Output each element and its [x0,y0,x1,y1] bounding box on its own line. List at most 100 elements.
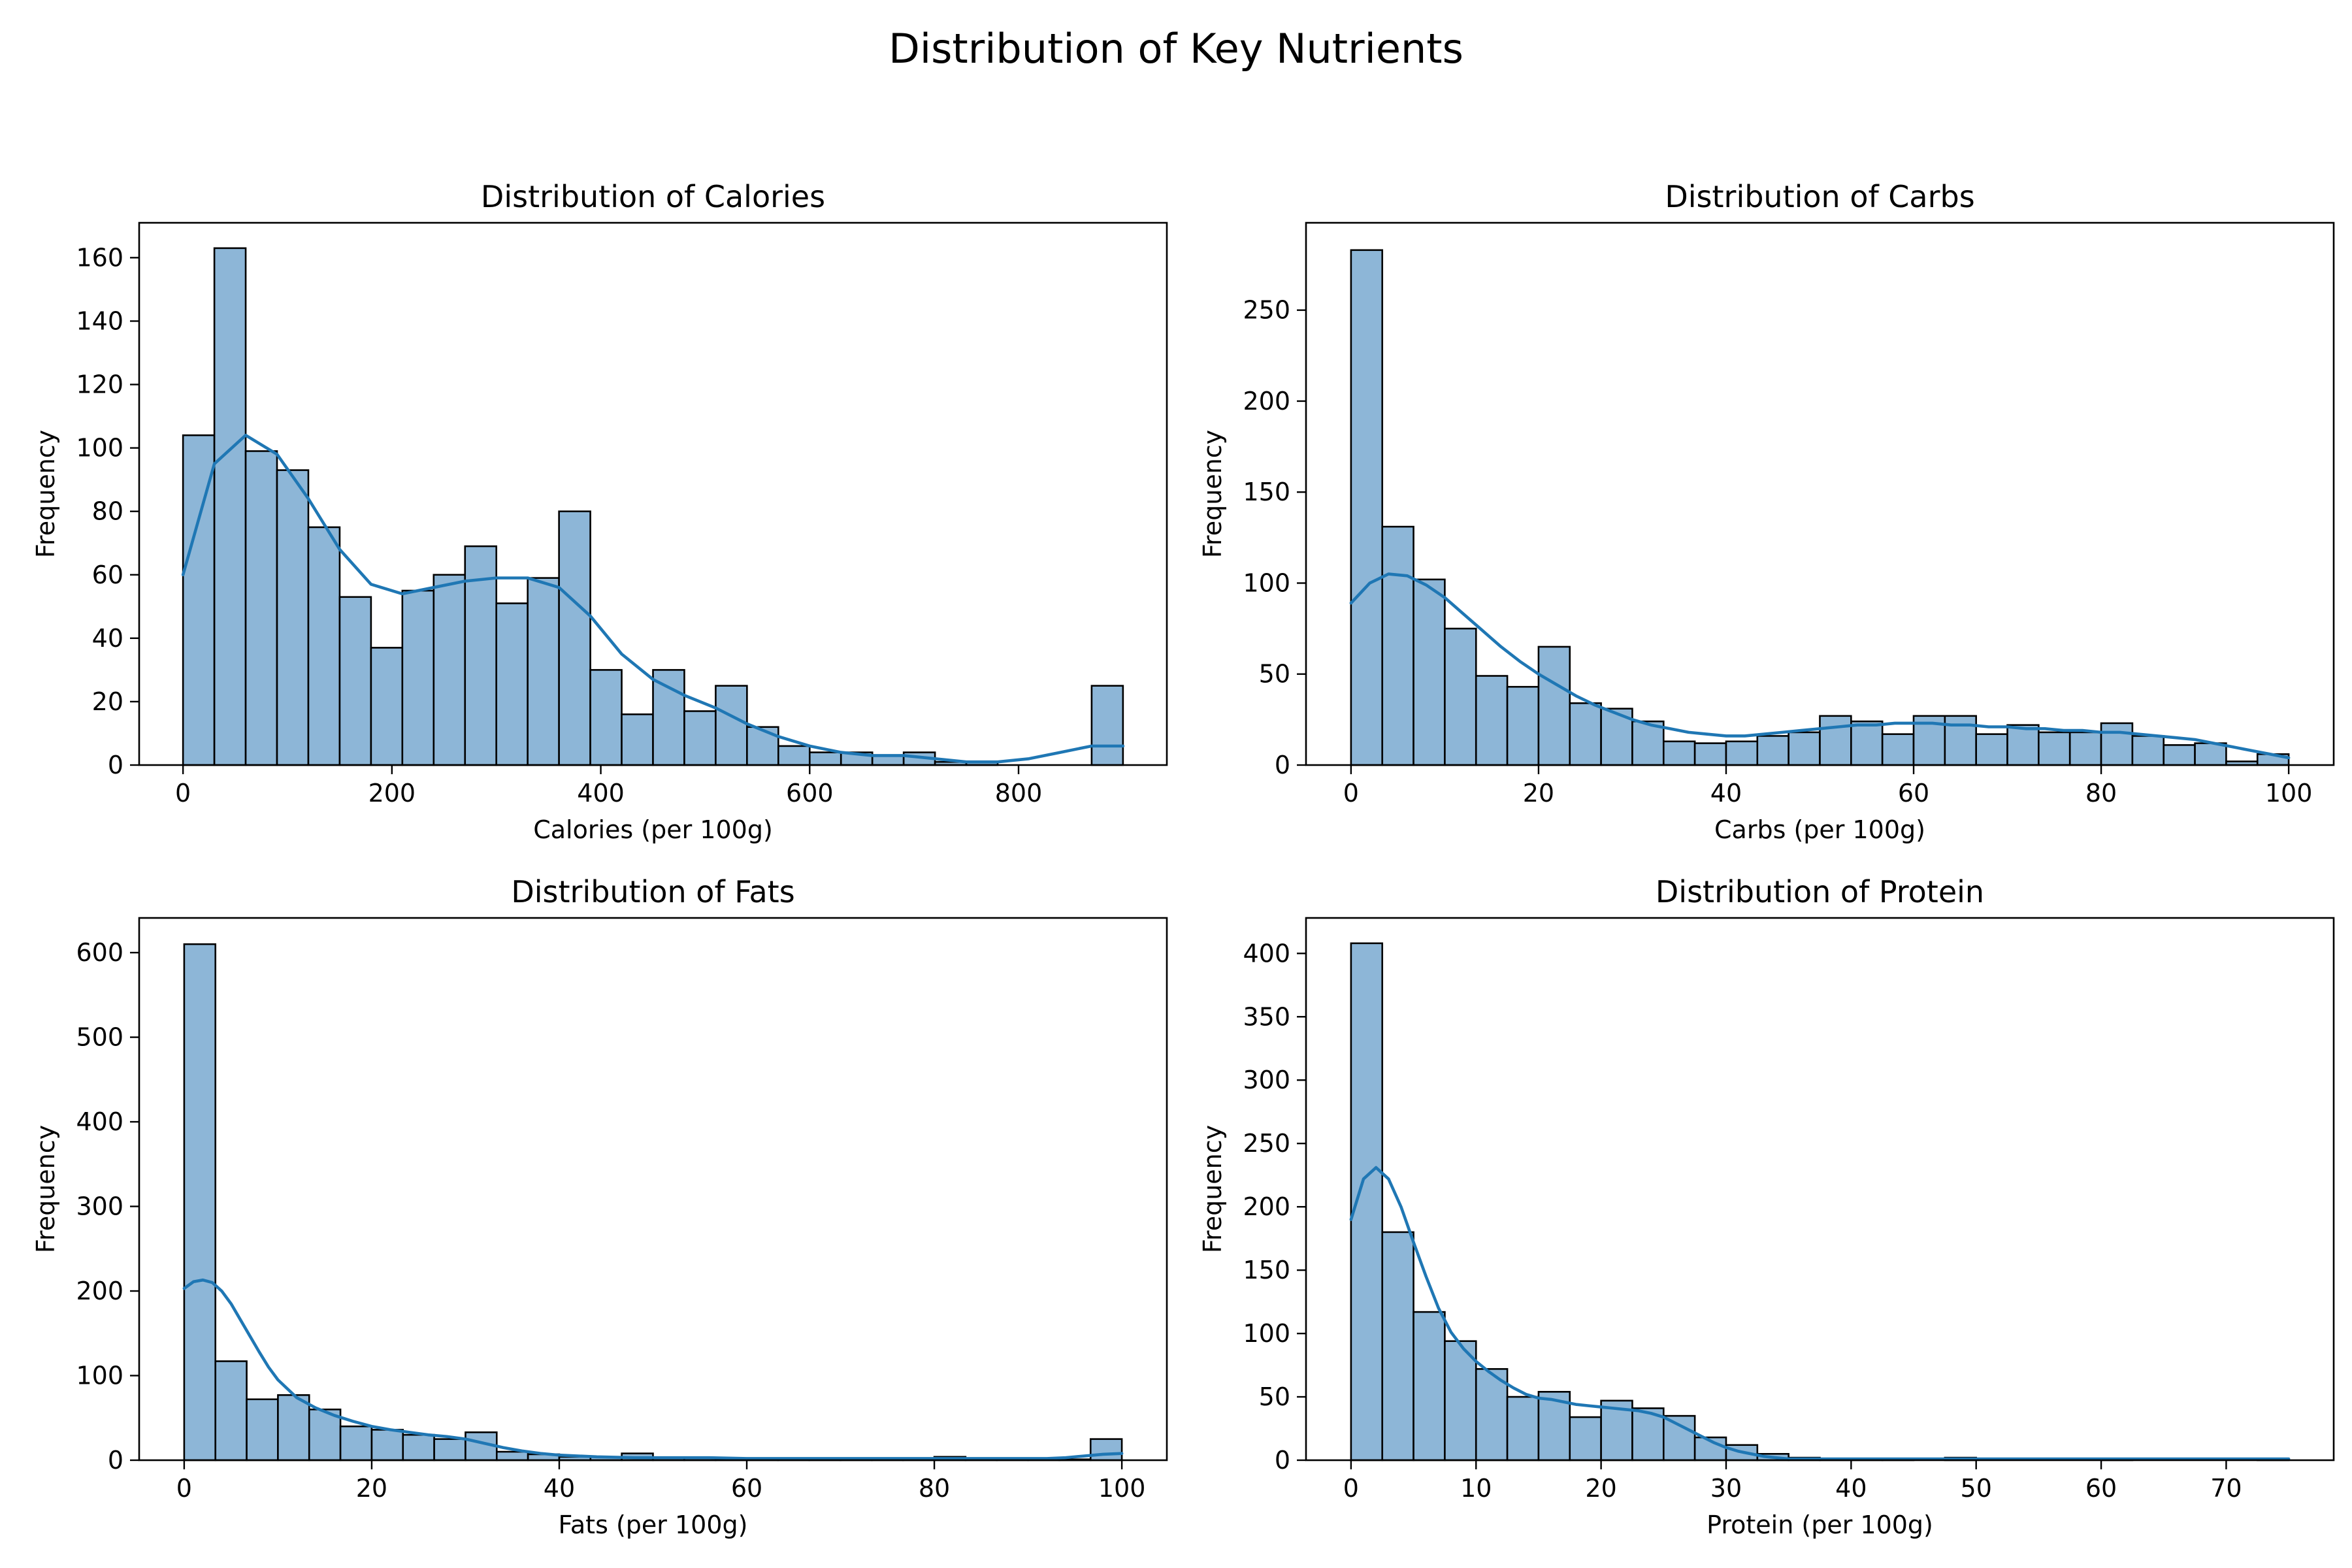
y-tick-label: 200 [1243,1192,1290,1221]
y-axis-label: Frequency [31,430,60,558]
y-tick-label: 0 [108,1446,123,1475]
y-tick-label: 0 [1275,751,1290,779]
x-tick-label: 600 [786,779,834,808]
histogram-bar [1788,731,1821,766]
histogram-bar [746,726,779,766]
y-axis-label: Frequency [1198,1125,1227,1253]
x-tick-label: 60 [1898,779,1929,808]
histogram-bar [1693,742,1727,766]
x-tick-label: 20 [356,1474,387,1503]
histogram-bar [1537,645,1571,766]
histogram-bar [1475,1368,1509,1462]
histogram-bar [1819,715,1852,766]
histogram-bar [1881,733,1915,766]
x-tick-label: 30 [1710,1474,1742,1503]
y-tick-label: 150 [1243,1256,1290,1284]
x-tick-label: 40 [544,1474,575,1503]
histogram-bar [558,510,591,766]
histogram-bar [1944,715,1977,766]
x-tick-label: 60 [731,1474,762,1503]
x-axis-label: Protein (per 100g) [1707,1511,1933,1539]
y-tick-label: 120 [76,370,123,399]
histogram-bar [214,1360,248,1462]
x-tick-label: 100 [2265,779,2313,808]
histogram-bar [2038,731,2071,766]
y-tick-label: 500 [76,1023,123,1052]
y-tick-label: 50 [1259,1382,1290,1411]
histogram-bar [433,574,466,766]
histogram-bar [1506,685,1540,766]
panel-title: Distribution of Fats [511,874,794,909]
y-tick-label: 160 [76,243,123,272]
y-tick-label: 80 [92,497,123,526]
histogram-bar [183,943,217,1462]
histogram-bar [1662,740,1696,766]
plot-frame [1305,221,2335,766]
histogram-bar [1089,1438,1123,1462]
kde-curve [182,1278,1124,1460]
panel-title: Distribution of Protein [1656,874,1984,909]
y-tick-label: 250 [1243,1129,1290,1158]
y-tick-label: 100 [76,1362,123,1390]
histogram-bar [683,710,717,766]
histogram-bar [2006,724,2040,766]
histogram-bar [2068,731,2102,766]
kde-curve [1349,572,2291,760]
histogram-bar [2163,744,2196,766]
x-axis-label: Fats (per 100g) [559,1511,748,1539]
x-tick-label: 0 [1343,1474,1359,1503]
y-axis-label: Frequency [1198,430,1227,558]
histogram-bar [1506,1396,1540,1462]
x-tick-label: 0 [175,779,191,808]
x-tick-label: 400 [577,779,625,808]
histogram-bar [370,1429,404,1462]
y-tick-label: 300 [76,1192,123,1221]
histogram-bar [2194,742,2227,766]
y-tick-label: 400 [1243,939,1290,968]
y-tick-label: 60 [92,561,123,589]
histogram-bar [213,247,247,766]
histogram-bar [2100,722,2134,766]
histogram-bar [495,1450,529,1462]
histogram-bar [495,602,529,766]
histogram-bar [1444,627,1477,766]
histogram-bar [464,545,498,766]
histogram-bar [527,577,560,766]
x-tick-label: 50 [1961,1474,1992,1503]
histogram-bar [1725,740,1759,766]
y-tick-label: 400 [76,1107,123,1136]
y-tick-label: 150 [1243,478,1290,506]
plot-frame [138,221,1168,766]
x-tick-label: 0 [176,1474,192,1503]
x-tick-label: 70 [2210,1474,2242,1503]
histogram-bar [777,745,811,766]
panel-title: Distribution of Carbs [1665,179,1974,214]
y-tick-label: 0 [1275,1446,1290,1475]
x-tick-label: 10 [1460,1474,1492,1503]
y-tick-label: 20 [92,687,123,716]
y-tick-label: 100 [76,434,123,463]
y-tick-label: 250 [1243,296,1290,325]
panel-calories: 0 200 400 600 800 0 20 40 60 80 100 120 140 160 Distri… [31,179,1168,844]
histogram-bar [433,1438,466,1462]
histogram-bar [370,647,404,766]
x-tick-label: 80 [2085,779,2117,808]
y-tick-label: 200 [76,1277,123,1305]
figure-suptitle: Distribution of Key Nutrients [889,25,1463,73]
histogram-bar [339,1425,373,1462]
histogram-bar [1663,1414,1696,1462]
histogram-bar [277,1394,310,1462]
histogram-bar [1413,578,1446,766]
x-tick-label: 40 [1835,1474,1867,1503]
histogram-bar [1975,733,2008,766]
histogram-bar [308,1409,342,1462]
kde-curve [1349,1166,2291,1461]
histogram-bar [1444,1340,1477,1462]
histogram-bar [1413,1311,1446,1462]
histogram-bar [182,434,216,766]
x-tick-label: 40 [1710,779,1742,808]
panel-fats: 0 20 40 60 80 100 0 100 200 300 400 500 600 Distribut… [31,874,1168,1539]
histogram-bar [652,669,685,766]
histogram-bar [1569,1416,1602,1462]
